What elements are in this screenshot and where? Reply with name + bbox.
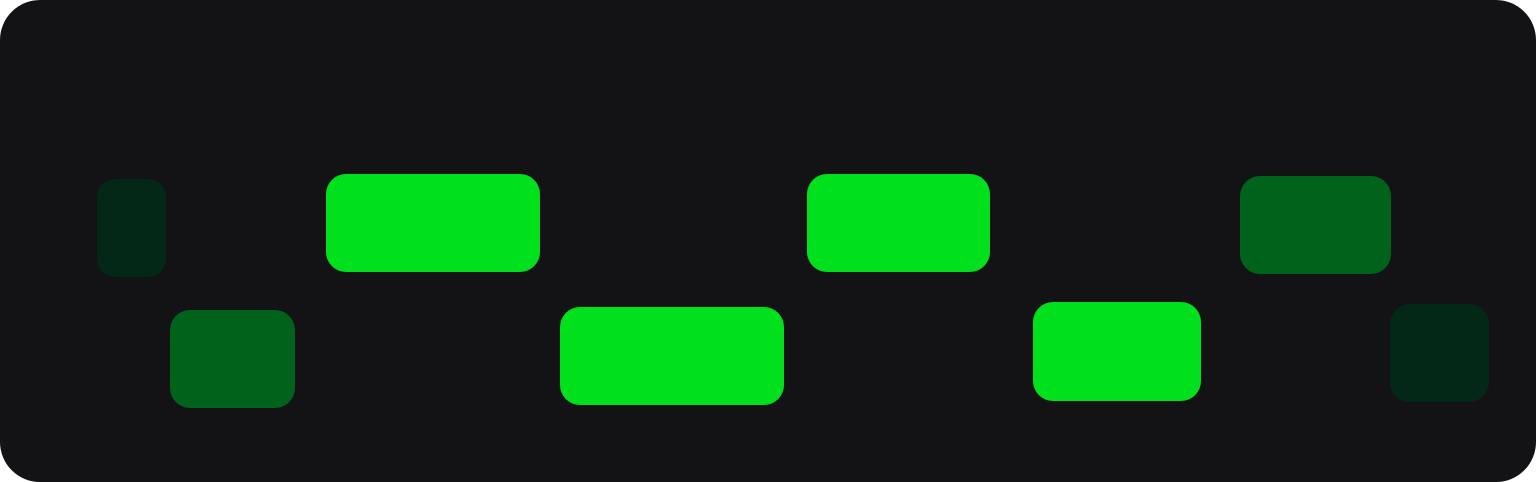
tile-7 [1240,176,1391,274]
tile-4 [560,307,784,405]
tile-1 [97,179,166,277]
tile-6 [1033,302,1201,401]
tile-5 [807,174,990,272]
tile-8 [1390,304,1489,402]
tile-2 [170,310,295,408]
tile-3 [326,174,540,272]
